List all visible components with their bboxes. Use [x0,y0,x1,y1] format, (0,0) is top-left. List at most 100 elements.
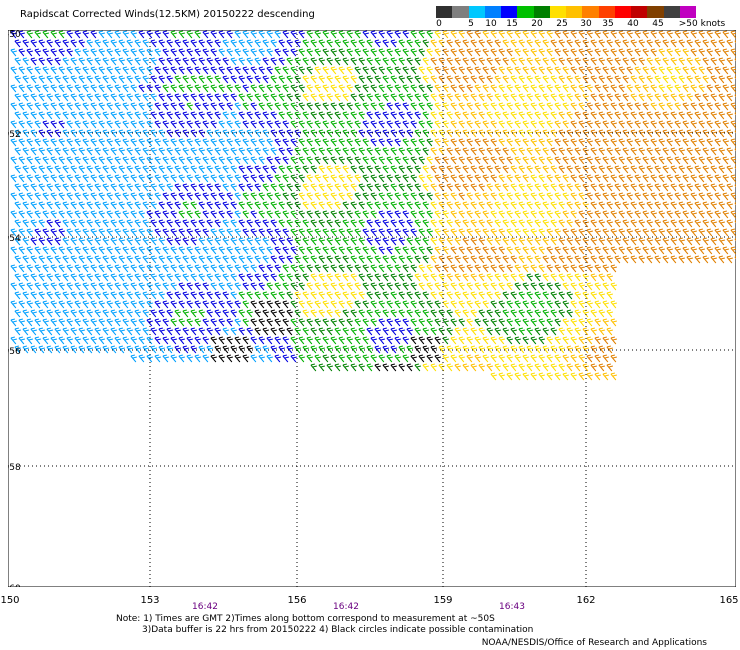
wind-barb [374,39,382,48]
wind-barb [490,192,498,201]
wind-barb [662,93,670,102]
wind-barb [642,120,650,129]
wind-barb [470,57,478,66]
wind-barb [178,156,186,165]
wind-barb [558,111,566,120]
wind-barb [682,192,690,201]
wind-barb [522,102,530,111]
wind-barb [10,48,18,57]
wind-barb [54,129,62,138]
wind-barb [222,57,230,66]
wind-barb [706,102,714,111]
wind-barb [70,111,78,120]
wind-barb [694,57,702,66]
wind-barb [598,75,606,84]
wind-barb [514,84,522,93]
wind-barb [538,156,546,165]
wind-barb [170,66,178,75]
wind-barb [114,120,122,129]
wind-barb [10,138,18,147]
wind-barb [86,129,94,138]
wind-barb [142,93,150,102]
wind-barb [714,66,722,75]
wind-barb [298,102,306,111]
wind-barb [222,111,230,120]
wind-barb [450,84,458,93]
wind-barb [270,165,278,174]
wind-barb [234,102,242,111]
wind-barb [630,93,638,102]
wind-barb [206,93,214,102]
wind-barb [386,48,394,57]
wind-barb [626,66,634,75]
wind-barb [690,192,698,201]
wind-barb [722,120,730,129]
wind-barb [142,147,150,156]
wind-barb [158,57,166,66]
wind-barb [18,174,26,183]
wind-barb [162,174,170,183]
wind-barb [94,183,102,192]
wind-barb [358,183,366,192]
wind-barb [126,147,134,156]
wind-barb [318,57,326,66]
wind-barb [154,102,162,111]
wind-barb [66,66,74,75]
wind-barb [514,30,522,39]
wind-barb [698,66,706,75]
wind-barb [670,75,678,84]
wind-barb [306,30,314,39]
wind-barb [358,111,366,120]
wind-speed-legend: 0 5 10 15 20 25 30 35 40 45 >50 knots [436,6,736,38]
wind-barb [606,75,614,84]
wind-barb [18,48,26,57]
wind-barb [254,39,262,48]
wind-barb [382,165,390,174]
wind-barb [306,66,314,75]
legend-tick-labels: 0 5 10 15 20 25 30 35 40 45 >50 knots [436,19,736,31]
wind-barb [30,183,38,192]
wind-barb [686,165,694,174]
wind-barb [250,174,258,183]
wind-barb [446,201,454,210]
wind-barb [198,111,206,120]
wind-barb [590,111,598,120]
wind-barb [270,39,278,48]
wind-barb [318,93,326,102]
wind-barb [734,184,736,188]
wind-barb [250,84,258,93]
wind-barb [154,66,162,75]
wind-barb [458,138,466,147]
wind-barb [238,147,246,156]
wind-barb [702,165,710,174]
wind-barb [50,66,58,75]
wind-barb [134,57,142,66]
wind-barb [366,165,374,174]
wind-barb [442,174,450,183]
wind-barb [266,120,274,129]
wind-barb [342,201,350,210]
wind-barb [718,183,726,192]
wind-barb [498,138,506,147]
wind-barb [186,174,194,183]
wind-barb [118,201,126,210]
wind-barb [574,183,582,192]
wind-barb [694,75,702,84]
wind-barb [594,120,602,129]
wind-barb [214,147,222,156]
wind-barb [458,30,466,39]
wind-barb [462,111,470,120]
wind-barb [574,39,582,48]
wind-barb [674,138,682,147]
wind-barb [542,165,550,174]
legend-tick-label: 35 [602,19,614,29]
wind-barb [550,75,558,84]
wind-barb [646,111,654,120]
wind-barb [266,156,274,165]
wind-barb [706,156,714,165]
wind-barb [26,102,34,111]
wind-barb [66,102,74,111]
wind-barb [402,102,410,111]
wind-barb [442,102,450,111]
wind-barb [446,93,454,102]
